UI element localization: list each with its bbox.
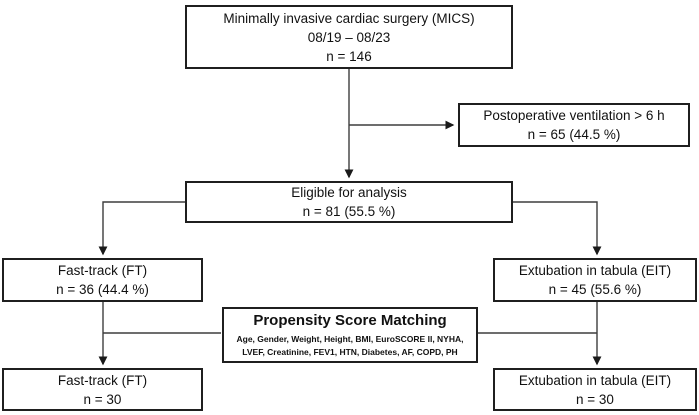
box-eligible-count: n = 81 (55.5 %)	[302, 204, 396, 219]
box-mics-count: n = 146	[326, 48, 372, 64]
psm-title: Propensity Score Matching	[253, 311, 447, 329]
box-fast-track-matched: Fast-track (FT) n = 30	[2, 368, 203, 411]
box-fast-track: Fast-track (FT) n = 36 (44.4 %)	[2, 258, 203, 302]
box-extubation-in-tabula: Extubation in tabula (EIT) n = 45 (55.6 …	[493, 258, 697, 302]
box-postop-count: n = 65 (44.5 %)	[527, 127, 621, 142]
box-eit-title: Extubation in tabula (EIT)	[518, 263, 672, 278]
connector-eligible-to-eit	[513, 201, 602, 256]
psm-criteria-line-1: Age, Gender, Weight, Height, BMI, EuroSC…	[236, 333, 464, 344]
box-propensity-score-matching: Propensity Score Matching Age, Gender, W…	[222, 307, 478, 363]
box-eligible-title: Eligible for analysis	[291, 185, 407, 200]
box-ft-matched-count: n = 30	[83, 391, 122, 407]
box-eligible-for-analysis: Eligible for analysis n = 81 (55.5 %)	[185, 181, 513, 223]
box-mics-title: Minimally invasive cardiac surgery (MICS…	[223, 10, 475, 26]
psm-criteria-line-2: LVEF, Creatinine, FEV1, HTN, Diabetes, A…	[242, 346, 458, 357]
box-mics: Minimally invasive cardiac surgery (MICS…	[185, 5, 513, 69]
box-eit-matched-title: Extubation in tabula (EIT)	[518, 372, 672, 388]
box-ft-count: n = 36 (44.4 %)	[56, 282, 149, 297]
box-eit-count: n = 45 (55.6 %)	[548, 282, 642, 297]
box-mics-period: 08/19 – 08/23	[307, 29, 391, 45]
box-ft-matched-title: Fast-track (FT)	[57, 372, 148, 388]
box-eit-matched-count: n = 30	[576, 391, 614, 407]
connector-eligible-to-fast-track	[98, 201, 185, 256]
box-ft-title: Fast-track (FT)	[57, 263, 148, 278]
box-extubation-in-tabula-matched: Extubation in tabula (EIT) n = 30	[493, 368, 697, 411]
box-postop-title: Postoperative ventilation > 6 h	[483, 108, 665, 123]
box-postoperative-ventilation: Postoperative ventilation > 6 h n = 65 (…	[458, 103, 690, 147]
